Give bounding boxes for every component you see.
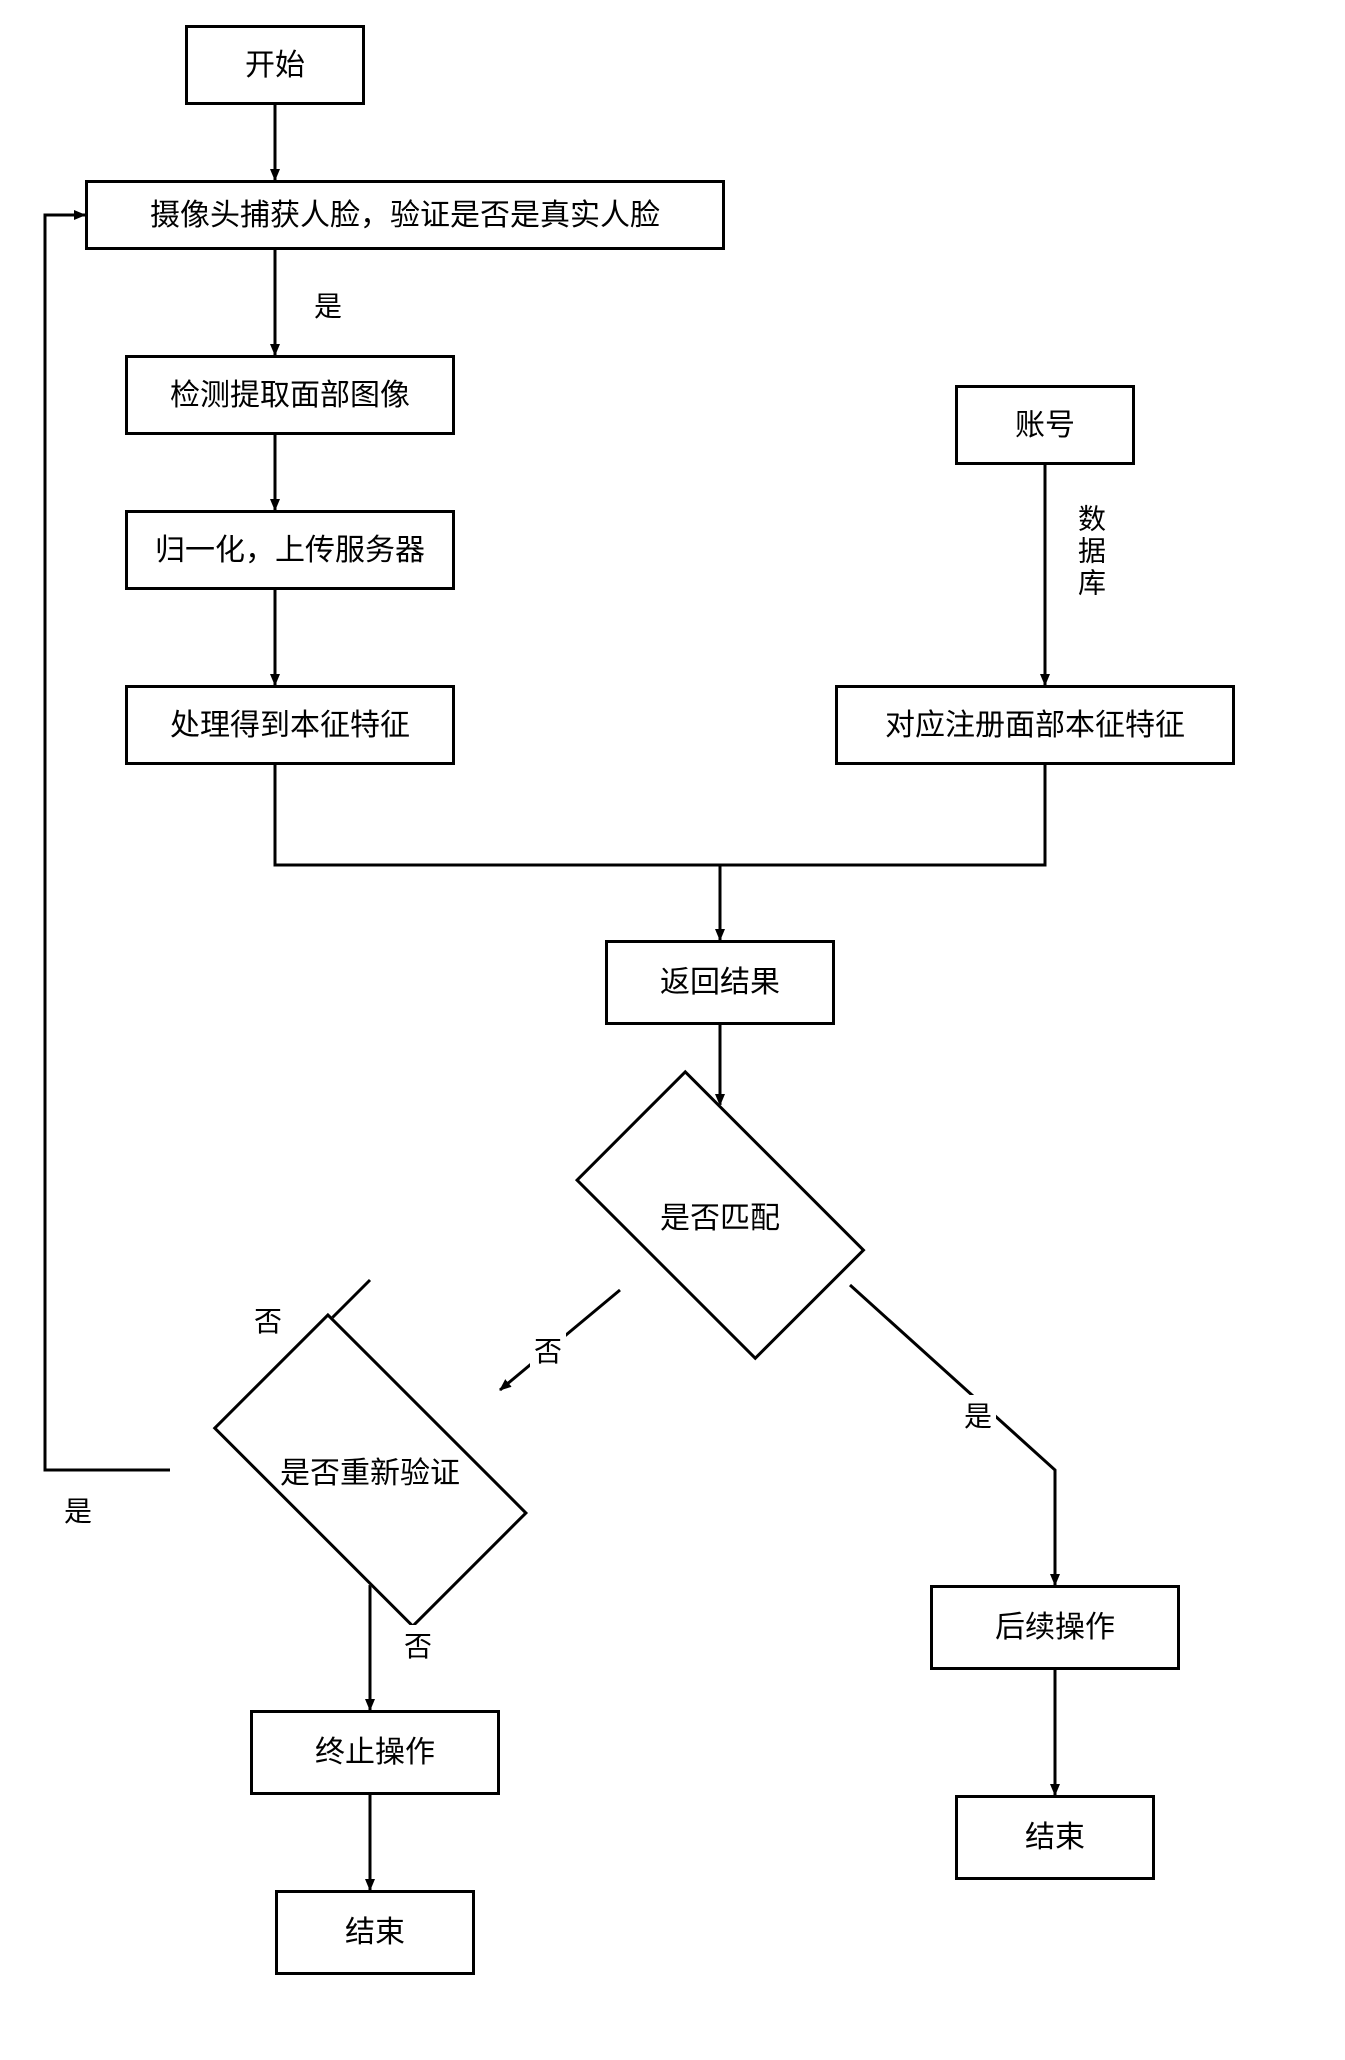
node-capture: 摄像头捕获人脸，验证是否是真实人脸 bbox=[85, 180, 725, 250]
node-label: 账号 bbox=[1015, 406, 1075, 445]
node-label: 结束 bbox=[1025, 1818, 1085, 1857]
edge-match-followup bbox=[850, 1285, 1055, 1585]
node-end_left: 结束 bbox=[275, 1890, 475, 1975]
edge-registered-result bbox=[720, 765, 1045, 865]
edge-label: 是 bbox=[960, 1395, 996, 1435]
node-followup: 后续操作 bbox=[930, 1585, 1180, 1670]
node-end_right: 结束 bbox=[955, 1795, 1155, 1880]
node-registered: 对应注册面部本征特征 bbox=[835, 685, 1235, 765]
node-label: 检测提取面部图像 bbox=[170, 376, 410, 415]
node-result: 返回结果 bbox=[605, 940, 835, 1025]
edge-label: 数据库 bbox=[1070, 500, 1110, 604]
node-label: 处理得到本征特征 bbox=[170, 706, 410, 745]
node-label: 对应注册面部本征特征 bbox=[885, 706, 1185, 745]
node-terminate: 终止操作 bbox=[250, 1710, 500, 1795]
node-label: 摄像头捕获人脸，验证是否是真实人脸 bbox=[150, 196, 660, 235]
node-label: 后续操作 bbox=[995, 1608, 1115, 1647]
node-label: 是否匹配 bbox=[660, 1193, 780, 1237]
node-label: 返回结果 bbox=[660, 963, 780, 1002]
node-label: 终止操作 bbox=[315, 1733, 435, 1772]
node-label: 是否重新验证 bbox=[280, 1448, 460, 1492]
node-start: 开始 bbox=[185, 25, 365, 105]
edge-label: 否 bbox=[400, 1625, 436, 1665]
node-account: 账号 bbox=[955, 385, 1135, 465]
node-process: 处理得到本征特征 bbox=[125, 685, 455, 765]
edge-label: 否 bbox=[530, 1330, 566, 1370]
node-match: 是否匹配 bbox=[540, 1105, 900, 1325]
edges-layer bbox=[0, 0, 1345, 2060]
node-label: 归一化，上传服务器 bbox=[155, 531, 425, 570]
edge-label: 否 bbox=[250, 1300, 286, 1340]
node-label: 结束 bbox=[345, 1913, 405, 1952]
node-reverify: 是否重新验证 bbox=[170, 1355, 570, 1585]
node-extract: 检测提取面部图像 bbox=[125, 355, 455, 435]
flowchart-canvas: 开始摄像头捕获人脸，验证是否是真实人脸检测提取面部图像归一化，上传服务器处理得到… bbox=[0, 0, 1345, 2060]
edge-label: 是 bbox=[310, 285, 346, 325]
edge-process-result bbox=[275, 765, 720, 940]
node-label: 开始 bbox=[245, 46, 305, 85]
node-normalize: 归一化，上传服务器 bbox=[125, 510, 455, 590]
edge-label: 是 bbox=[60, 1490, 96, 1530]
